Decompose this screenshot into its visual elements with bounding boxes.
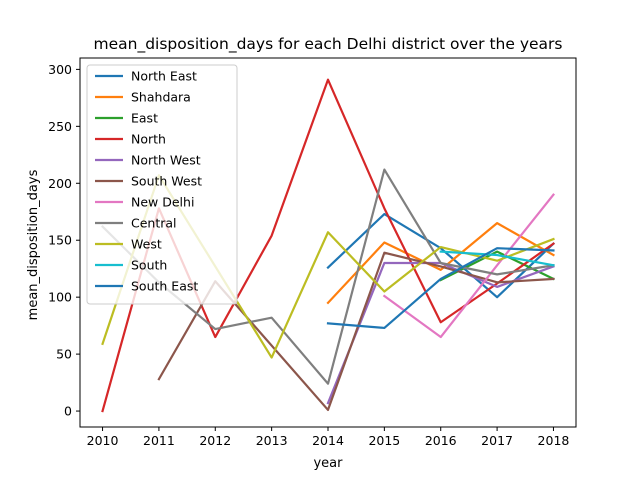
x-axis-label: year <box>313 456 343 471</box>
y-tick-label: 250 <box>48 119 72 134</box>
x-tick-label: 2011 <box>143 433 175 448</box>
legend-label: South <box>131 258 167 273</box>
legend-label: Central <box>131 216 177 231</box>
x-tick-label: 2013 <box>256 433 288 448</box>
series-line-new-delhi <box>382 193 555 339</box>
series-line-south <box>439 250 555 267</box>
x-tick-label: 2016 <box>425 433 457 448</box>
y-tick-label: 0 <box>64 404 72 419</box>
x-axis: 2010 2011 2012 2013 2014 2015 2016 2017 2018 <box>87 427 570 448</box>
x-tick-label: 2010 <box>87 433 119 448</box>
legend: North East Shahdara East North North West Sou… <box>86 64 238 305</box>
x-tick-label: 2014 <box>312 433 344 448</box>
x-tick-label: 2012 <box>199 433 231 448</box>
y-tick-label: 100 <box>48 290 72 305</box>
legend-label: South West <box>131 174 202 189</box>
legend-label: North West <box>131 153 201 168</box>
y-axis: 0 50 100 150 200 250 300 <box>48 62 80 419</box>
y-axis-label: mean_disposition_days <box>26 169 41 320</box>
series-line-shahdara <box>326 222 555 305</box>
y-tick-label: 200 <box>48 176 72 191</box>
y-tick-label: 150 <box>48 233 72 248</box>
legend-label: Shahdara <box>131 90 191 105</box>
y-tick-label: 300 <box>48 62 72 77</box>
x-tick-label: 2018 <box>538 433 570 448</box>
legend-label: North <box>131 132 166 147</box>
legend-label: East <box>131 111 158 126</box>
series-line-north-west <box>326 261 555 405</box>
legend-label: North East <box>131 69 197 84</box>
legend-box <box>86 64 238 305</box>
x-tick-label: 2017 <box>481 433 513 448</box>
x-tick-label: 2015 <box>368 433 400 448</box>
legend-label: South East <box>131 279 198 294</box>
series-line-south-east <box>326 247 555 330</box>
legend-label: New Delhi <box>131 195 194 210</box>
y-tick-label: 50 <box>56 347 72 362</box>
legend-label: West <box>131 237 162 252</box>
chart-title: mean_disposition_days for each Delhi dis… <box>94 35 563 54</box>
